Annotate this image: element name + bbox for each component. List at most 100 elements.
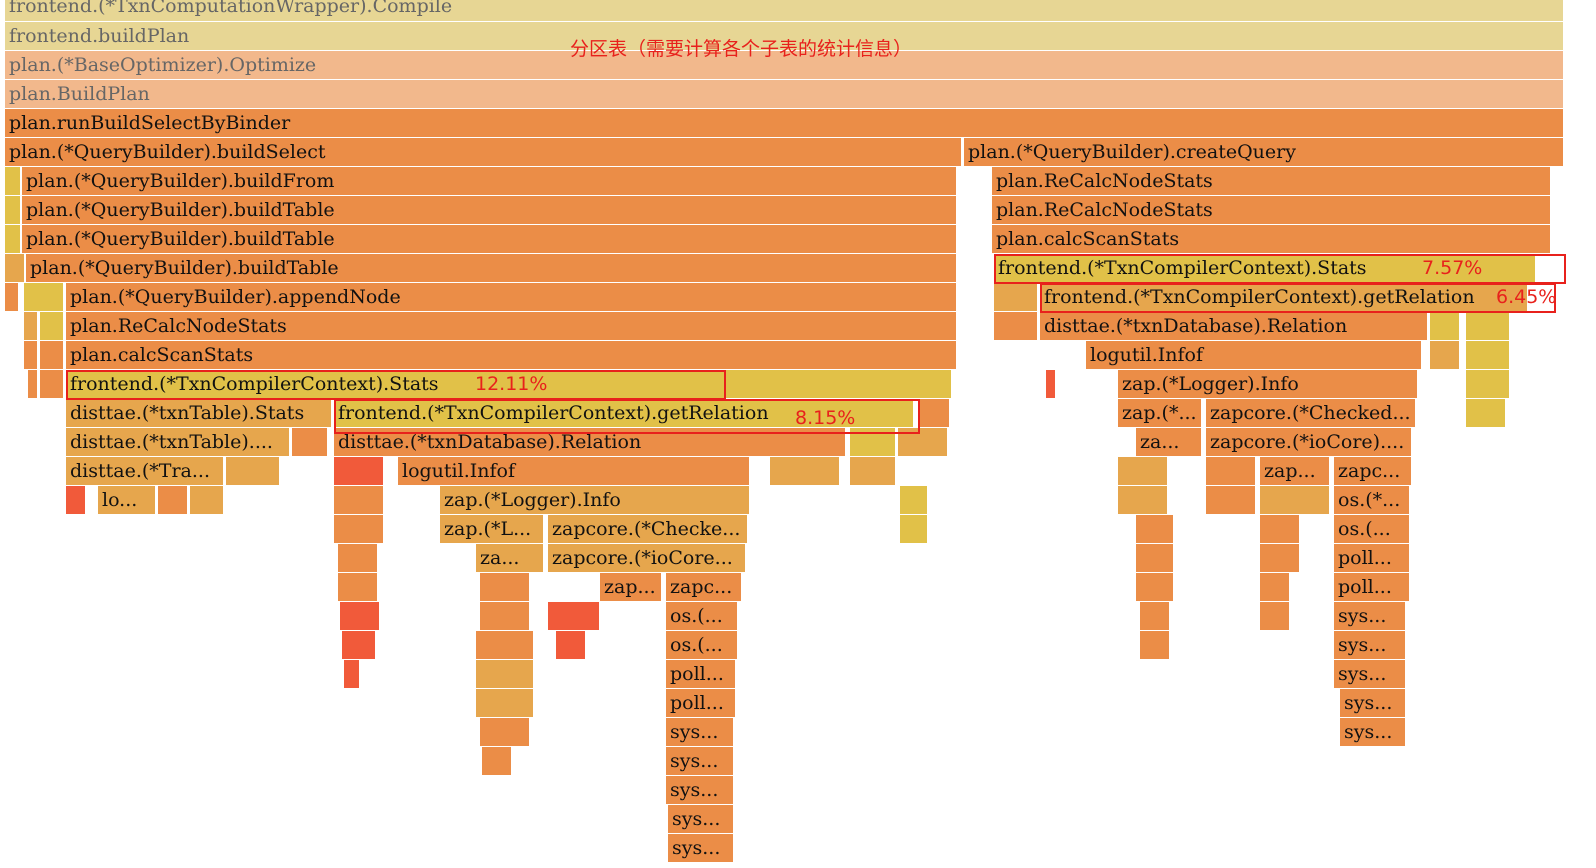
flame-frame[interactable]: frontend.(*TxnComputationWrapper).Compil… — [5, 0, 1564, 22]
flame-frame[interactable]: poll... — [666, 660, 736, 689]
flame-frame[interactable]: sys... — [1340, 718, 1406, 747]
flame-sliver — [1260, 573, 1290, 602]
frame-label: os.(*... — [1338, 489, 1401, 511]
frame-label: lo... — [102, 489, 138, 511]
flame-frame[interactable]: sys... — [666, 776, 734, 805]
flame-frame[interactable]: frontend.buildPlan — [5, 22, 1564, 51]
flame-frame[interactable]: sys... — [1334, 631, 1406, 660]
flame-frame[interactable]: sys... — [1334, 602, 1406, 631]
flame-sliver — [480, 718, 530, 747]
flame-frame[interactable]: plan.(*QueryBuilder).buildTable — [22, 196, 957, 225]
flame-frame[interactable]: zap.(*Logger).Info — [440, 486, 750, 515]
flame-sliver — [5, 225, 21, 254]
flame-frame[interactable]: zap... — [600, 573, 662, 602]
flame-frame[interactable]: os.(... — [666, 631, 738, 660]
flame-frame[interactable]: logutil.Infof — [1086, 341, 1422, 370]
flame-frame[interactable]: disttae.(*txnDatabase).Relation — [334, 428, 846, 457]
flame-frame[interactable]: disttae.(*Tra... — [66, 457, 224, 486]
flame-frame[interactable]: plan.runBuildSelectByBinder — [5, 109, 1564, 138]
flame-frame[interactable]: plan.ReCalcNodeStats — [992, 167, 1551, 196]
flame-frame[interactable]: zapcore.(*ioCore... — [548, 544, 746, 573]
flame-sliver — [770, 457, 840, 486]
flame-frame[interactable]: za... — [476, 544, 544, 573]
flame-frame[interactable]: plan.(*QueryBuilder).createQuery — [964, 138, 1564, 167]
frame-label: plan.(*QueryBuilder).buildTable — [30, 257, 339, 279]
flame-frame[interactable]: disttae.(*txnTable).... — [66, 428, 290, 457]
flame-frame[interactable]: frontend.(*TxnCompilerContext).Stats — [994, 254, 1536, 283]
frame-label: plan.BuildPlan — [9, 83, 150, 105]
flame-frame[interactable]: zapc... — [1334, 457, 1412, 486]
flame-frame[interactable]: plan.(*QueryBuilder).buildSelect — [5, 138, 962, 167]
flame-frame[interactable]: sys... — [666, 747, 734, 776]
flame-frame[interactable]: zapcore.(*Checked... — [1206, 399, 1416, 428]
frame-label: plan.ReCalcNodeStats — [996, 170, 1213, 192]
flame-sliver — [476, 660, 534, 689]
flame-frame[interactable]: zap.(*... — [1118, 399, 1202, 428]
frame-label: poll... — [1338, 576, 1392, 598]
flame-frame[interactable]: plan.(*BaseOptimizer).Optimize — [5, 51, 1564, 80]
frame-label: sys... — [672, 808, 721, 830]
frame-label: plan.ReCalcNodeStats — [996, 199, 1213, 221]
flame-sliver — [1140, 631, 1170, 660]
flame-sliver — [1260, 602, 1290, 631]
flame-sliver — [1430, 312, 1460, 341]
flame-sliver — [5, 283, 19, 312]
flame-sliver — [1046, 370, 1056, 399]
flame-frame[interactable]: frontend.(*TxnCompilerContext).getRelati… — [1040, 283, 1528, 312]
flame-sliver — [476, 631, 534, 660]
flame-frame[interactable]: zap.(*Logger).Info — [1118, 370, 1418, 399]
flame-frame[interactable]: plan.(*QueryBuilder).buildTable — [26, 254, 957, 283]
flame-frame[interactable]: poll... — [1334, 544, 1410, 573]
flame-frame[interactable]: sys... — [668, 834, 734, 863]
flame-sliver — [1136, 515, 1174, 544]
flame-sliver — [334, 486, 384, 515]
flame-sliver — [476, 689, 534, 718]
flame-frame[interactable]: disttae.(*txnDatabase).Relation — [1040, 312, 1428, 341]
frame-label: za... — [480, 547, 520, 569]
flame-frame[interactable]: sys... — [666, 718, 734, 747]
frame-label: plan.(*QueryBuilder).createQuery — [968, 141, 1296, 163]
flame-frame[interactable]: plan.(*QueryBuilder).buildFrom — [22, 167, 957, 196]
flame-frame[interactable]: sys... — [1334, 660, 1406, 689]
flame-sliver — [482, 747, 512, 776]
flame-frame[interactable]: frontend.(*TxnCompilerContext).getRelati… — [334, 399, 914, 428]
flame-sliver — [1206, 457, 1256, 486]
flame-frame[interactable]: plan.calcScanStats — [992, 225, 1551, 254]
frame-label: frontend.(*TxnCompilerContext).getRelati… — [338, 402, 769, 424]
frame-label: plan.ReCalcNodeStats — [70, 315, 287, 337]
flame-frame[interactable]: zap.(*L... — [440, 515, 544, 544]
flame-sliver — [1466, 399, 1506, 428]
frame-label: sys... — [1338, 634, 1387, 656]
flame-frame[interactable]: plan.(*QueryBuilder).buildTable — [22, 225, 957, 254]
flame-frame[interactable]: zap... — [1260, 457, 1330, 486]
flame-frame[interactable]: plan.calcScanStats — [66, 341, 957, 370]
flame-frame[interactable]: os.(... — [666, 602, 738, 631]
flame-frame[interactable]: frontend.(*TxnCompilerContext).Stats — [66, 370, 952, 399]
frame-label: disttae.(*txnDatabase).Relation — [338, 431, 642, 453]
flame-frame[interactable]: os.(... — [1334, 515, 1410, 544]
flame-sliver — [900, 515, 928, 544]
flame-frame[interactable]: poll... — [666, 689, 736, 718]
flame-sliver — [1136, 573, 1174, 602]
flame-frame[interactable]: plan.BuildPlan — [5, 80, 1564, 109]
frame-label: zapcore.(*Checked... — [1210, 402, 1411, 424]
flame-frame[interactable]: zapcore.(*ioCore).... — [1206, 428, 1412, 457]
frame-label: poll... — [1338, 547, 1392, 569]
flame-frame[interactable]: os.(*... — [1334, 486, 1410, 515]
flame-frame[interactable]: plan.(*QueryBuilder).appendNode — [66, 283, 957, 312]
flame-sliver — [66, 486, 86, 515]
frame-label: zap... — [1264, 460, 1316, 482]
flame-frame[interactable]: plan.ReCalcNodeStats — [992, 196, 1551, 225]
flame-frame[interactable]: zapc... — [666, 573, 742, 602]
flame-frame[interactable]: sys... — [668, 805, 734, 834]
flame-frame[interactable]: poll... — [1334, 573, 1410, 602]
flame-frame[interactable]: plan.ReCalcNodeStats — [66, 312, 957, 341]
frame-label: poll... — [670, 692, 724, 714]
flame-frame[interactable]: za... — [1136, 428, 1202, 457]
flame-frame[interactable]: disttae.(*txnTable).Stats — [66, 399, 332, 428]
flame-frame[interactable]: zapcore.(*Checke... — [548, 515, 748, 544]
frame-label: sys... — [670, 750, 719, 772]
flame-frame[interactable]: sys... — [1340, 689, 1406, 718]
flame-frame[interactable]: logutil.Infof — [398, 457, 750, 486]
flame-frame[interactable]: lo... — [98, 486, 156, 515]
